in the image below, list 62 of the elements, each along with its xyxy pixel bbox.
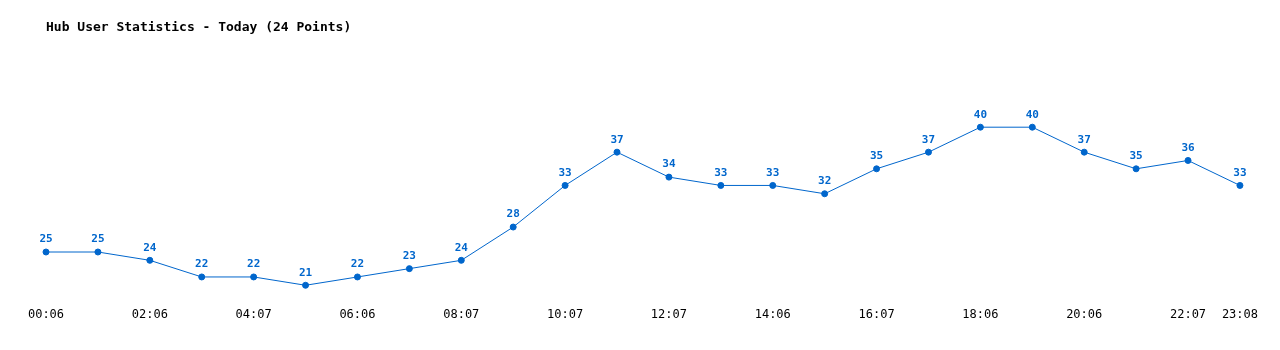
point bbox=[976, 123, 984, 131]
point bbox=[613, 148, 621, 156]
x-tick-label: 08:07 bbox=[443, 306, 480, 321]
point bbox=[1132, 165, 1140, 173]
data-label: 22 bbox=[195, 257, 209, 271]
point bbox=[1236, 181, 1244, 189]
point bbox=[1080, 148, 1088, 156]
data-label: 33 bbox=[558, 165, 572, 179]
x-tick-label: 22:07 bbox=[1169, 306, 1207, 321]
point bbox=[561, 181, 569, 189]
x-tick-label: 00:06 bbox=[27, 306, 65, 321]
data-label: 23 bbox=[402, 249, 416, 262]
point bbox=[873, 165, 881, 173]
point bbox=[94, 248, 102, 256]
data-label: 37 bbox=[921, 132, 936, 146]
point bbox=[302, 281, 310, 289]
x-tick-label: 10:07 bbox=[547, 306, 584, 321]
x-tick-label: 20:06 bbox=[1066, 306, 1103, 321]
point bbox=[821, 190, 829, 198]
x-tick-label: 14:06 bbox=[754, 306, 791, 321]
point bbox=[924, 148, 932, 156]
point bbox=[1184, 156, 1192, 164]
data-label: 33 bbox=[714, 165, 728, 179]
point bbox=[665, 173, 673, 181]
data-label: 21 bbox=[298, 265, 313, 279]
data-label: 37 bbox=[1077, 132, 1091, 146]
data-label: 24 bbox=[143, 240, 157, 254]
point bbox=[717, 181, 725, 189]
point bbox=[42, 248, 50, 256]
x-tick-label: 16:07 bbox=[858, 306, 895, 321]
chart-title: Hub User Statistics - Today (24 Points) bbox=[46, 19, 352, 35]
data-label: 24 bbox=[454, 240, 469, 254]
x-tick-label: 18:06 bbox=[962, 306, 999, 321]
point bbox=[405, 265, 413, 273]
data-label: 40 bbox=[973, 107, 988, 121]
data-label: 35 bbox=[1129, 149, 1143, 163]
point bbox=[198, 273, 206, 281]
x-tick-label: 23:08 bbox=[1221, 306, 1258, 321]
x-tick-label: 06:06 bbox=[339, 306, 376, 321]
point bbox=[250, 273, 258, 281]
data-label: 37 bbox=[610, 132, 624, 146]
point bbox=[146, 256, 154, 264]
data-label: 33 bbox=[766, 165, 780, 179]
data-label: 22 bbox=[247, 257, 261, 271]
x-tick-label: 12:07 bbox=[650, 306, 687, 321]
x-tick-label: 02:06 bbox=[131, 306, 168, 321]
data-label: 34 bbox=[662, 157, 676, 171]
data-label: 35 bbox=[869, 149, 884, 163]
data-label: 32 bbox=[818, 174, 832, 188]
data-label: 33 bbox=[1233, 165, 1247, 179]
data-label: 25 bbox=[91, 232, 105, 246]
data-label: 22 bbox=[350, 257, 365, 271]
data-label: 36 bbox=[1181, 140, 1196, 154]
data-label: 25 bbox=[39, 232, 53, 246]
data-label: 40 bbox=[1025, 107, 1039, 121]
data-label: 28 bbox=[506, 207, 520, 221]
point bbox=[1028, 123, 1036, 131]
point bbox=[457, 256, 465, 264]
point bbox=[353, 273, 361, 281]
point bbox=[509, 223, 517, 231]
point bbox=[769, 181, 777, 189]
x-tick-label: 04:07 bbox=[235, 306, 272, 321]
